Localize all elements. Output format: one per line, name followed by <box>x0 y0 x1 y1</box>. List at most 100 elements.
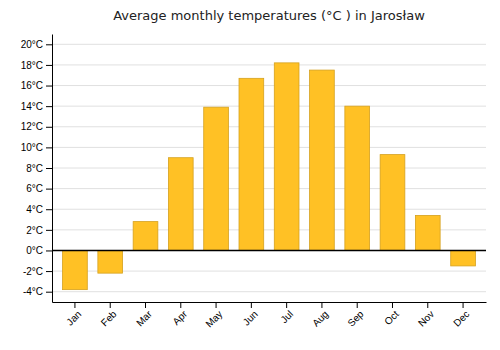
x-tick: Dec <box>451 302 471 329</box>
grid-line <box>52 147 486 148</box>
x-tick-mark <box>392 302 393 308</box>
bar <box>98 250 123 273</box>
x-axis-line <box>53 302 487 303</box>
grid-line <box>52 168 486 169</box>
y-tick: -4°C <box>23 286 52 297</box>
x-tick-mark <box>74 302 75 308</box>
x-tick-label: Aug <box>310 308 330 328</box>
x-tick-mark <box>216 302 217 308</box>
x-tick-label: Sep <box>345 308 366 329</box>
y-tick-mark <box>46 168 52 169</box>
y-tick: 4°C <box>26 204 52 215</box>
x-tick-mark <box>463 302 464 308</box>
baseline <box>52 250 486 252</box>
grid-line <box>52 209 486 210</box>
y-tick-mark <box>46 147 52 148</box>
y-tick-mark <box>46 230 52 231</box>
y-tick: 12°C <box>21 121 52 132</box>
x-tick-mark <box>357 302 358 308</box>
x-tick: Aug <box>310 302 330 329</box>
x-axis: Jan Feb Mar Apr May Jun Jul Aug Sep Oct Nov Dec <box>53 302 487 330</box>
y-tick-label: 0°C <box>26 245 43 256</box>
y-tick-label: 16°C <box>21 80 43 91</box>
x-tick: May <box>203 302 224 330</box>
y-tick-label: 6°C <box>26 183 43 194</box>
y-tick: 0°C <box>26 245 52 256</box>
y-tick: 10°C <box>21 142 52 153</box>
y-tick-label: 14°C <box>21 101 43 112</box>
x-tick-label: Feb <box>99 308 119 328</box>
x-tick-label: Mar <box>134 308 154 328</box>
grid-line <box>52 188 486 189</box>
grid-line <box>52 250 486 251</box>
x-tick-mark <box>251 302 252 308</box>
y-tick-mark <box>46 189 52 190</box>
bar <box>310 70 335 250</box>
y-tick: 18°C <box>21 60 52 71</box>
bar <box>380 155 405 251</box>
bar <box>274 63 299 251</box>
bar <box>415 215 440 250</box>
y-tick-mark <box>46 127 52 128</box>
bar <box>63 250 88 289</box>
bar <box>451 250 476 265</box>
bar <box>239 78 264 250</box>
x-tick-mark <box>321 302 322 308</box>
y-axis: -4°C -2°C 0°C 2°C 4°C 6°C 8°C 10°C 12°C 14°C 16°C 1… <box>21 35 53 303</box>
grid-line <box>52 85 486 86</box>
x-tick-mark <box>286 302 287 308</box>
plot-area: -4°C -2°C 0°C 2°C 4°C 6°C 8°C 10°C 12°C 14°C 16°C 1… <box>21 35 487 330</box>
x-tick-label: May <box>203 308 224 329</box>
y-tick-label: 18°C <box>21 60 43 71</box>
y-tick-mark <box>46 250 52 251</box>
x-tick: Nov <box>416 302 436 329</box>
bar <box>168 158 193 251</box>
x-tick-mark <box>145 302 146 308</box>
x-tick: Oct <box>382 302 401 327</box>
grid-line <box>52 64 486 65</box>
y-tick-mark <box>46 271 52 272</box>
y-tick-label: 10°C <box>21 142 43 153</box>
x-tick-label: Jan <box>64 308 83 327</box>
y-tick: 14°C <box>21 101 52 112</box>
marks <box>52 63 486 290</box>
y-tick: 20°C <box>21 39 52 50</box>
grid-line <box>52 44 486 45</box>
grid-line <box>52 291 486 292</box>
y-tick-label: 4°C <box>26 204 43 215</box>
x-tick-mark <box>180 302 181 308</box>
chart: -4°C -2°C 0°C 2°C 4°C 6°C 8°C 10°C 12°C 14°C 16°C 1… <box>0 0 500 350</box>
bar <box>345 106 370 250</box>
y-tick: 8°C <box>26 163 52 174</box>
bar <box>204 107 229 250</box>
grid <box>52 44 486 291</box>
y-tick-mark <box>46 65 52 66</box>
y-tick: 6°C <box>26 183 52 194</box>
x-tick-label: Jul <box>278 308 295 325</box>
y-tick-mark <box>46 292 52 293</box>
x-tick-label: Nov <box>416 308 436 328</box>
title: Average monthly temperatures (°C ) in Ja… <box>113 8 425 23</box>
x-tick-mark <box>427 302 428 308</box>
x-tick-label: Oct <box>382 308 401 327</box>
grid-line <box>52 126 486 127</box>
grid-line <box>52 106 486 107</box>
x-tick-label: Apr <box>170 308 189 327</box>
x-tick: Jul <box>278 302 295 325</box>
y-tick-label: -4°C <box>23 286 43 297</box>
y-tick: 16°C <box>21 80 52 91</box>
y-tick-label: 8°C <box>26 163 43 174</box>
y-tick-mark <box>46 44 52 45</box>
x-tick: Jun <box>241 302 260 328</box>
y-tick: -2°C <box>23 266 52 277</box>
x-tick: Mar <box>134 302 154 328</box>
x-tick-label: Dec <box>451 308 471 328</box>
y-tick-mark <box>46 209 52 210</box>
y-tick-label: -2°C <box>23 266 43 277</box>
y-tick-label: 2°C <box>26 225 43 236</box>
x-tick: Apr <box>170 302 189 327</box>
y-axis-line <box>52 35 53 303</box>
x-tick: Jan <box>64 302 83 328</box>
y-tick-label: 20°C <box>21 39 43 50</box>
y-tick-label: 12°C <box>21 121 43 132</box>
